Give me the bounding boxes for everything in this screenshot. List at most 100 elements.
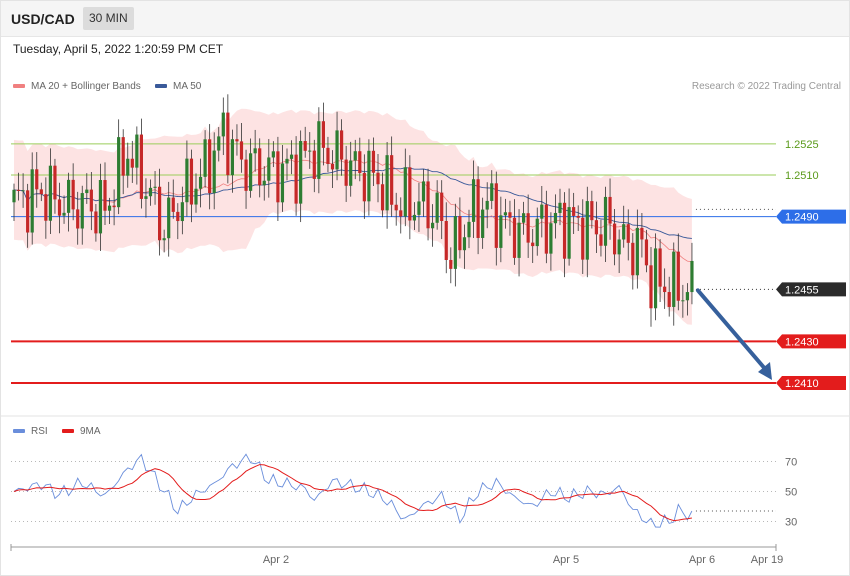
pivot-label: 1.2490 (785, 212, 819, 224)
candle (194, 173, 198, 213)
candle (617, 229, 621, 274)
candle-body (230, 139, 234, 176)
candle-body (376, 172, 380, 185)
ma50-line (13, 167, 692, 239)
candle-body (35, 169, 39, 190)
candle (308, 132, 312, 169)
rsi-lines (13, 453, 776, 528)
candle (676, 233, 680, 311)
candle (522, 201, 526, 235)
candle-body (53, 165, 57, 200)
candle-body (85, 189, 89, 194)
candle-body (194, 188, 198, 205)
candle (471, 160, 476, 239)
support-tag (776, 375, 846, 390)
candle (244, 149, 248, 209)
candle (635, 209, 639, 289)
moving-averages (13, 159, 692, 263)
x-tick-label: Apr 19 (751, 554, 783, 566)
candle (294, 136, 298, 216)
candle (371, 137, 376, 186)
candle-body (581, 217, 585, 260)
candle-body (676, 251, 680, 301)
candle-body (512, 217, 517, 258)
legend-ma50-label: MA 50 (173, 81, 202, 92)
candle (553, 194, 558, 239)
candle-body (481, 209, 485, 238)
candle (394, 192, 398, 226)
candle (512, 199, 517, 265)
candle (230, 129, 234, 193)
candle-body (16, 189, 21, 191)
candle-body (544, 204, 548, 254)
symbol-title: USD/CAD (11, 11, 75, 27)
candle (622, 205, 626, 248)
candle-body (403, 167, 407, 217)
candle-body (585, 201, 589, 260)
candle (681, 284, 685, 318)
candle (353, 139, 357, 180)
candle (385, 142, 389, 229)
candle-body (253, 148, 257, 154)
candle-body (417, 201, 421, 215)
header-bar: USD/CAD 30 MIN (0, 0, 850, 37)
candle-body (98, 180, 103, 234)
rsi-line (13, 453, 693, 528)
candle (603, 186, 608, 262)
candle-body (494, 183, 498, 248)
candle-body (526, 213, 530, 243)
candle (631, 233, 635, 290)
candle (35, 152, 39, 208)
projection-arrow-head (758, 361, 772, 380)
candle-body (426, 181, 430, 229)
candle-body (672, 251, 676, 307)
candle (626, 209, 630, 261)
candle (499, 196, 503, 263)
projection-arrow-shaft (695, 288, 768, 372)
candle-body (71, 179, 75, 210)
candle (171, 179, 175, 219)
copyright-notice: Research © 2022 Trading Central (691, 81, 841, 92)
candle (608, 178, 612, 240)
candle-body (153, 186, 157, 188)
candle-body (62, 212, 66, 216)
candle-body (508, 212, 512, 218)
candle (89, 172, 93, 231)
candle (653, 233, 658, 321)
pivot-tag (776, 209, 846, 224)
candle (299, 130, 303, 223)
candle-body (312, 150, 316, 179)
candle-body (235, 139, 239, 142)
candle-body (258, 148, 262, 186)
candle (426, 168, 430, 241)
candle-body (158, 186, 162, 241)
current-label: 1.2455 (785, 284, 819, 296)
x-tick-label: Apr 5 (553, 554, 579, 566)
candle (148, 179, 153, 206)
candle-body (435, 192, 439, 223)
candle (567, 188, 571, 266)
candle (217, 127, 221, 162)
x-axis: Apr 2 Apr 5 Apr 6 Apr 19 (10, 544, 783, 566)
interval-badge[interactable]: 30 MIN (83, 7, 134, 30)
candle (412, 202, 416, 231)
candle (176, 203, 180, 240)
resistance-label: 1.2510 (785, 170, 819, 182)
candle-body (203, 139, 207, 177)
candle (640, 212, 644, 258)
candle-body (385, 155, 389, 211)
candle-body (553, 212, 558, 224)
x-tick-label: Apr 2 (263, 554, 289, 566)
candle-body (690, 260, 694, 293)
price-levels (11, 143, 776, 384)
candle-body (280, 163, 285, 203)
candle (271, 141, 275, 168)
candle-body (226, 112, 230, 176)
candle-body (148, 187, 153, 197)
candle-body (103, 180, 107, 211)
candle (330, 150, 335, 189)
resistance-label: 1.2525 (785, 139, 819, 151)
candle-body (44, 194, 48, 221)
candle (103, 162, 107, 226)
